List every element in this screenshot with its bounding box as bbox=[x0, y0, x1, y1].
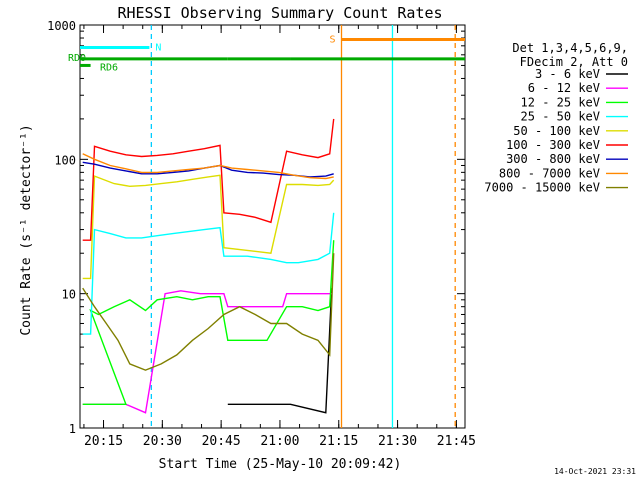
legend-label: 800 - 7000 keV bbox=[499, 166, 600, 180]
legend-header-line1: Det 1,3,4,5,6,9, bbox=[512, 41, 628, 55]
y-tick-label: 1 bbox=[69, 422, 76, 436]
x-tick-label: 20:15 bbox=[84, 434, 123, 449]
y-tick-label: 1000 bbox=[47, 19, 76, 33]
legend-label: 300 - 800 keV bbox=[506, 152, 600, 166]
series-line bbox=[82, 290, 332, 414]
y-tick-label: 10 bbox=[62, 288, 76, 302]
status-label: RD6 bbox=[100, 62, 118, 73]
legend-label: 6 - 12 keV bbox=[528, 81, 600, 95]
series-line bbox=[82, 174, 335, 280]
x-tick-label: 21:30 bbox=[378, 434, 417, 449]
y-axis-label: Count Rate (s⁻¹ detector⁻¹) bbox=[19, 124, 34, 335]
legend-label: 7000 - 15000 keV bbox=[484, 181, 600, 195]
plot-area: 1 10 100 1000 20:15 20:30 20:45 21:00 21:15 21:30… bbox=[47, 19, 628, 449]
x-tick-label: 20:30 bbox=[143, 434, 182, 449]
plot-frame bbox=[79, 24, 466, 429]
chart-title: RHESSI Observing Summary Count Rates bbox=[117, 4, 442, 22]
series-line bbox=[82, 212, 335, 335]
y-tick-label: 100 bbox=[54, 153, 76, 167]
series-line bbox=[82, 118, 335, 241]
legend-label: 50 - 100 keV bbox=[513, 124, 600, 138]
x-tick-label: 21:15 bbox=[319, 434, 358, 449]
series-line bbox=[82, 153, 334, 180]
status-label: RD0 bbox=[68, 53, 86, 64]
legend-label: 25 - 50 keV bbox=[521, 110, 600, 124]
series-line bbox=[82, 240, 335, 405]
legend-label: 100 - 300 keV bbox=[506, 138, 600, 152]
status-label: N bbox=[155, 42, 161, 53]
x-tick-label: 20:45 bbox=[202, 434, 241, 449]
footer-timestamp: 14-Oct-2021 23:31 bbox=[554, 467, 636, 476]
legend-label: 3 - 6 keV bbox=[535, 67, 600, 81]
legend-label: 12 - 25 keV bbox=[521, 95, 600, 109]
x-tick-label: 21:45 bbox=[437, 434, 476, 449]
x-tick-label: 21:00 bbox=[260, 434, 299, 449]
series-line bbox=[82, 253, 335, 371]
status-label: S bbox=[330, 34, 336, 45]
legend-header-line2: FDecim 2, Att 0 bbox=[520, 55, 628, 69]
series-line bbox=[227, 288, 333, 414]
x-axis-label: Start Time (25-May-10 20:09:42) bbox=[159, 457, 402, 472]
series-line bbox=[82, 161, 334, 178]
